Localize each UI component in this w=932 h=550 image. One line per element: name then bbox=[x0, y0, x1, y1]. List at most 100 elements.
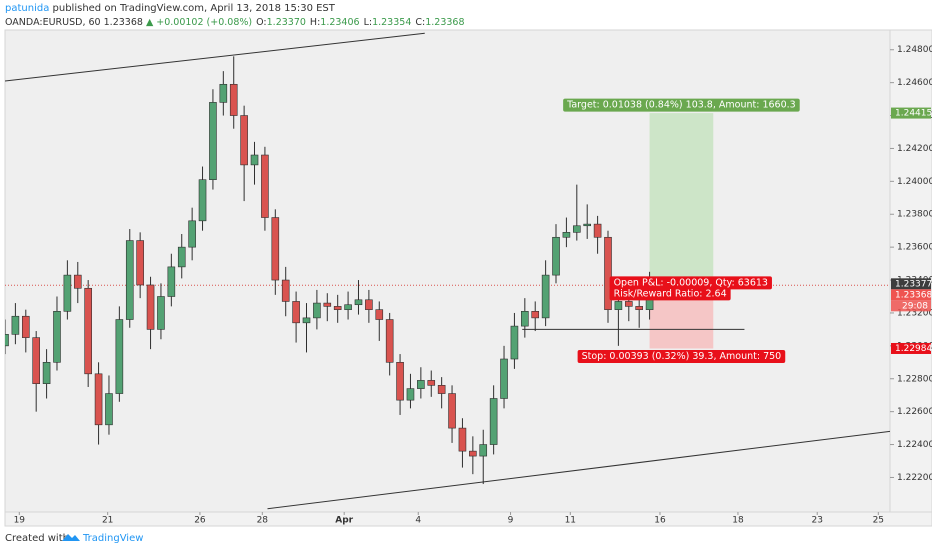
candle-body bbox=[583, 223, 592, 227]
x-tick-label: 11 bbox=[565, 516, 576, 526]
plot-layer bbox=[5, 32, 890, 510]
header: patunida published on TradingView.com, A… bbox=[5, 3, 336, 14]
price-label-box bbox=[891, 107, 931, 119]
candle-body bbox=[94, 373, 103, 426]
candle-body bbox=[635, 306, 643, 310]
candle-body bbox=[437, 385, 446, 394]
price-label: 1.23368 bbox=[895, 290, 932, 300]
candle-body bbox=[271, 217, 280, 281]
y-tick-label: 1.24800 bbox=[897, 45, 932, 55]
y-tick-label: 1.23200 bbox=[897, 308, 932, 318]
pnl-label: Open P&L: -0.00009, Qty: 63613 bbox=[609, 276, 772, 290]
candle-body bbox=[105, 393, 113, 426]
candle-body bbox=[500, 358, 508, 399]
target-label: Target: 0.01038 (0.84%) 103.8, Amount: 1… bbox=[563, 98, 800, 112]
candle-body bbox=[32, 337, 40, 384]
created-with: Created with bbox=[5, 533, 69, 544]
candle-body bbox=[593, 223, 602, 238]
candle-body bbox=[531, 311, 540, 319]
y-tick-label: 1.24000 bbox=[897, 177, 932, 187]
candle-body bbox=[406, 388, 415, 401]
candle-body bbox=[562, 232, 571, 238]
candle-body bbox=[219, 83, 228, 103]
candle-body bbox=[281, 279, 290, 302]
trend-line bbox=[267, 430, 890, 510]
change: ▲ +0.00102 (+0.08%) bbox=[146, 17, 252, 28]
candle-body bbox=[375, 309, 384, 320]
candle-body bbox=[42, 362, 51, 384]
author[interactable]: patunida bbox=[5, 3, 49, 14]
candle-body bbox=[313, 302, 321, 319]
quote-value: 1.23406 bbox=[320, 17, 359, 28]
candle-body bbox=[344, 304, 352, 310]
stop-label-text: Stop: 0.00393 (0.32%) 39.3, Amount: 750 bbox=[582, 351, 782, 362]
candle-body bbox=[5, 334, 9, 347]
candle-body bbox=[240, 115, 248, 166]
y-tick-label: 1.24600 bbox=[897, 78, 932, 88]
price-label-box bbox=[891, 289, 931, 301]
published: published on TradingView.com, April 13, … bbox=[53, 3, 336, 14]
candle-body bbox=[458, 427, 467, 452]
candle-body bbox=[396, 362, 404, 401]
x-tick-label: 4 bbox=[415, 516, 421, 526]
x-tick-label: 26 bbox=[194, 516, 206, 526]
quote: O:1.23370 H:1.23406 L:1.23354 C:1.23368 bbox=[256, 17, 464, 28]
quote-label: C: bbox=[415, 17, 425, 28]
axis-layer: 1.248001.246001.244001.242001.240001.238… bbox=[14, 45, 932, 525]
brand[interactable]: TradingView bbox=[82, 533, 143, 544]
quote-label: H: bbox=[310, 17, 320, 28]
candle-body bbox=[302, 317, 311, 324]
candle-body bbox=[84, 287, 92, 375]
quote-value: 1.23370 bbox=[267, 17, 306, 28]
candle-body bbox=[573, 225, 581, 233]
y-tick-label: 1.23800 bbox=[897, 210, 932, 220]
candle-body bbox=[209, 102, 217, 180]
price-label: 1.22984 bbox=[895, 344, 932, 354]
countdown: 29:08 bbox=[902, 301, 928, 311]
quote-label: L: bbox=[364, 17, 373, 28]
x-tick-label: 23 bbox=[811, 516, 822, 526]
candle-body bbox=[365, 299, 373, 310]
logo bbox=[62, 534, 80, 541]
candle-body bbox=[469, 450, 477, 457]
candle-body bbox=[115, 319, 124, 394]
ratio-label: Risk/Reward Ratio: 2.64 bbox=[609, 287, 731, 301]
x-tick-label: 16 bbox=[654, 516, 666, 526]
candle-body bbox=[188, 220, 196, 248]
y-tick-label: 1.22200 bbox=[897, 473, 932, 483]
trend-line bbox=[5, 32, 425, 82]
price-label: 1.23377 bbox=[895, 279, 932, 289]
countdown-box bbox=[891, 300, 931, 312]
candle-body bbox=[21, 315, 30, 338]
y-tick-label: 1.22600 bbox=[897, 407, 932, 417]
candle-body bbox=[521, 311, 529, 327]
x-tick-label: 18 bbox=[732, 516, 744, 526]
price-label-box bbox=[891, 342, 931, 354]
stop-label: Stop: 0.00393 (0.32%) 39.3, Amount: 750 bbox=[577, 349, 786, 363]
candle-body bbox=[604, 236, 612, 310]
candle-body bbox=[489, 398, 498, 445]
candle-body bbox=[624, 301, 633, 307]
quote-value: 1.23354 bbox=[372, 17, 411, 28]
symbol-line: OANDA:EURUSD, 60 1.23368 ▲ +0.00102 (+0.… bbox=[5, 17, 465, 28]
candle-body bbox=[614, 301, 623, 310]
y-tick-label: 1.22800 bbox=[897, 374, 932, 384]
quote-value: 1.23368 bbox=[425, 17, 464, 28]
candle-body bbox=[198, 179, 207, 222]
candle-body bbox=[261, 154, 269, 218]
candle-body bbox=[157, 296, 165, 330]
ratio-label-text: Risk/Reward Ratio: 2.64 bbox=[614, 288, 727, 299]
candle-body bbox=[541, 274, 550, 319]
pnl-label-text: Open P&L: -0.00009, Qty: 63613 bbox=[614, 277, 768, 288]
candle-body bbox=[250, 154, 259, 166]
candle-body bbox=[323, 302, 332, 307]
target-label-text: Target: 0.01038 (0.84%) 103.8, Amount: 1… bbox=[566, 100, 796, 111]
candle-body bbox=[146, 284, 155, 330]
target-label-box bbox=[563, 98, 800, 112]
x-tick-label: 19 bbox=[14, 516, 26, 526]
candle-body bbox=[510, 325, 519, 360]
candle-body bbox=[417, 380, 425, 389]
candle-body bbox=[448, 393, 456, 429]
x-tick-label: 28 bbox=[257, 516, 269, 526]
